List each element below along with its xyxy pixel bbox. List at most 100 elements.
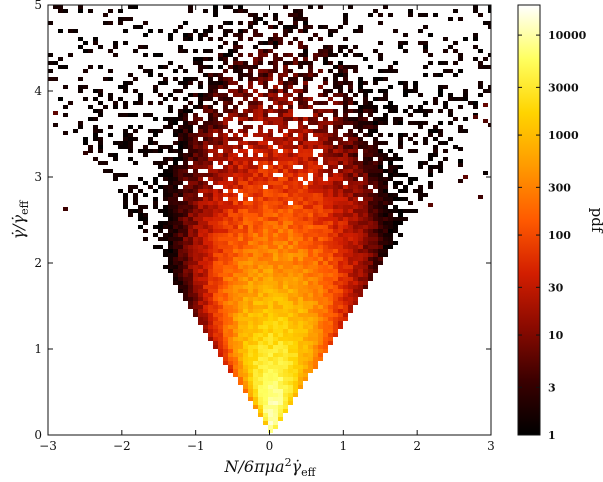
heatmap-cell [223, 141, 228, 145]
heatmap-cell [368, 209, 373, 213]
heatmap-cell [153, 181, 158, 185]
heatmap-cell [228, 173, 233, 177]
heatmap-cell [338, 169, 343, 173]
heatmap-cell [258, 241, 263, 245]
heatmap-cell [228, 293, 233, 297]
heatmap-cell [368, 113, 373, 117]
heatmap-cell [213, 137, 218, 141]
heatmap-cell [338, 137, 343, 141]
heatmap-cell [233, 261, 238, 265]
heatmap-cell [278, 213, 283, 217]
heatmap-cell [248, 225, 253, 229]
heatmap-cell [228, 289, 233, 293]
heatmap-cell [343, 161, 348, 165]
heatmap-cell [268, 313, 273, 317]
heatmap-cell [363, 205, 368, 209]
heatmap-cell [313, 349, 318, 353]
heatmap-cell [263, 269, 268, 273]
heatmap-cell [358, 293, 363, 297]
heatmap-cell [378, 57, 383, 61]
heatmap-cell [263, 161, 268, 165]
heatmap-cell [313, 301, 318, 305]
heatmap-cell [78, 121, 83, 125]
heatmap-cell [368, 193, 373, 197]
heatmap-cell [413, 121, 418, 125]
heatmap-cell [318, 221, 323, 225]
heatmap-cell [223, 201, 228, 205]
heatmap-cell [353, 189, 358, 193]
heatmap-cell [278, 349, 283, 353]
heatmap-cell [213, 229, 218, 233]
heatmap-cell [258, 129, 263, 133]
heatmap-cell [363, 161, 368, 165]
heatmap-cell [243, 381, 248, 385]
heatmap-cell [218, 73, 223, 77]
heatmap-cell [268, 265, 273, 269]
heatmap-cell [263, 345, 268, 349]
heatmap-cell [328, 121, 333, 125]
heatmap-cell [63, 65, 68, 69]
heatmap-cell [288, 233, 293, 237]
heatmap-cell [243, 321, 248, 325]
heatmap-cell [193, 233, 198, 237]
heatmap-cell [203, 245, 208, 249]
heatmap-cell [193, 29, 198, 33]
heatmap-cell [253, 189, 258, 193]
heatmap-cell [133, 197, 138, 201]
heatmap-cell [228, 305, 233, 309]
heatmap-cell [358, 189, 363, 193]
heatmap-cell [353, 281, 358, 285]
heatmap-cell [338, 277, 343, 281]
heatmap-cell [233, 329, 238, 333]
heatmap-cell [358, 109, 363, 113]
heatmap-cell [393, 61, 398, 65]
heatmap-cell [323, 301, 328, 305]
heatmap-cell [278, 409, 283, 413]
heatmap-cell [273, 181, 278, 185]
heatmap-cell [213, 269, 218, 273]
heatmap-cell [258, 329, 263, 333]
heatmap-cell [268, 277, 273, 281]
heatmap-cell [363, 241, 368, 245]
heatmap-cell [288, 181, 293, 185]
heatmap-cell [248, 341, 253, 345]
heatmap-cell [188, 213, 193, 217]
heatmap-cell [198, 261, 203, 265]
heatmap-cell [278, 197, 283, 201]
heatmap-cell [173, 193, 178, 197]
heatmap-cell [453, 97, 458, 101]
heatmap-cell [278, 217, 283, 221]
heatmap-cell [273, 401, 278, 405]
heatmap-cell [208, 169, 213, 173]
heatmap-cell [318, 321, 323, 325]
heatmap-cell [303, 237, 308, 241]
heatmap-cell [303, 45, 308, 49]
heatmap-cell [348, 197, 353, 201]
heatmap-cell [223, 221, 228, 225]
heatmap-cell [243, 345, 248, 349]
heatmap-cell [328, 49, 333, 53]
heatmap-cell [228, 277, 233, 281]
heatmap-cell [248, 397, 253, 401]
heatmap-cell [183, 297, 188, 301]
heatmap-cell [138, 65, 143, 69]
heatmap-cell [213, 333, 218, 337]
heatmap-cell [333, 177, 338, 181]
heatmap-cell [198, 285, 203, 289]
heatmap-cell [238, 205, 243, 209]
heatmap-cell [318, 37, 323, 41]
heatmap-cell [243, 113, 248, 117]
heatmap-cell [253, 277, 258, 281]
heatmap-cell [283, 141, 288, 145]
heatmap-cell [338, 149, 343, 153]
heatmap-cell [268, 389, 273, 393]
heatmap-cell [168, 233, 173, 237]
heatmap-cell [178, 45, 183, 49]
heatmap-cell [293, 305, 298, 309]
heatmap-cell [208, 57, 213, 61]
heatmap-cell [348, 189, 353, 193]
heatmap-cell [218, 345, 223, 349]
heatmap-cell [458, 57, 463, 61]
heatmap-cell [233, 313, 238, 317]
heatmap-cell [378, 89, 383, 93]
